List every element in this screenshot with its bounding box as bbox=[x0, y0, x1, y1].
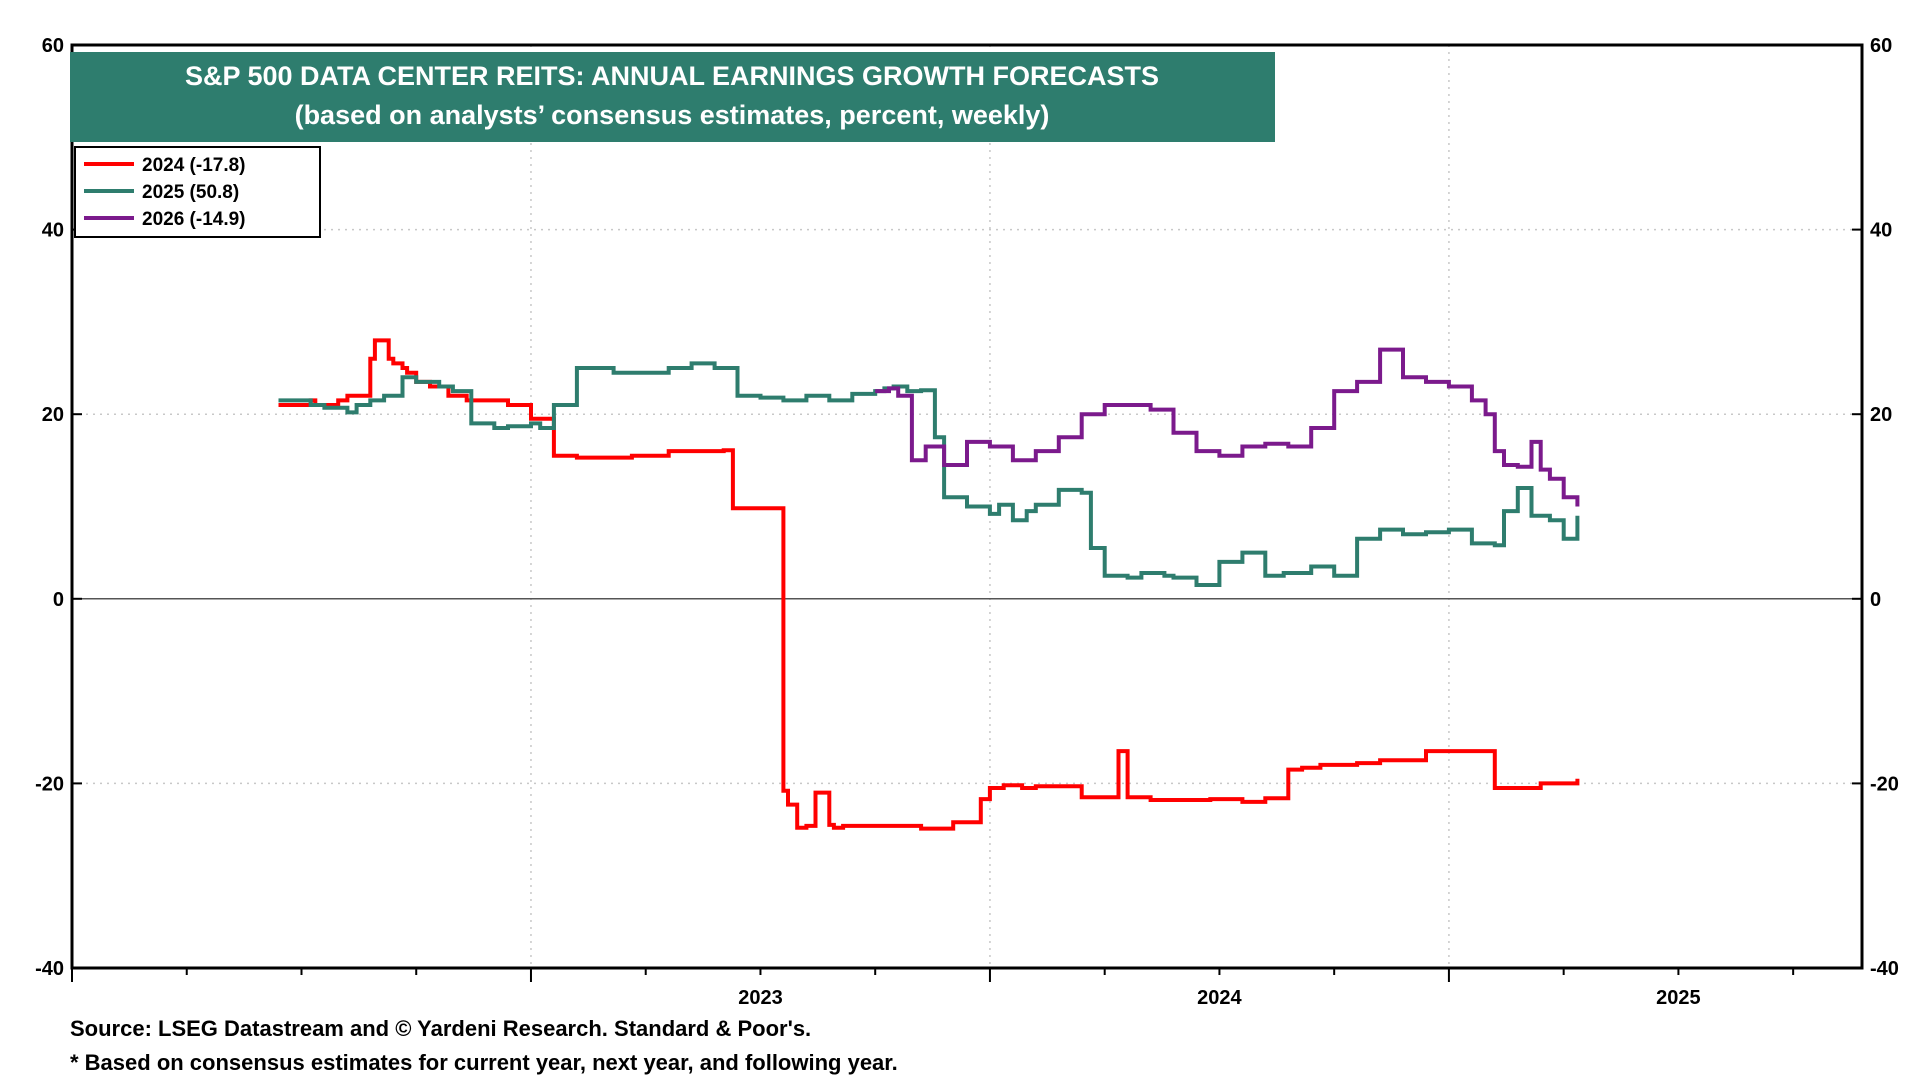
chart-title: S&P 500 DATA CENTER REITS: ANNUAL EARNIN… bbox=[185, 61, 1159, 91]
y-tick-label-right: 20 bbox=[1870, 404, 1892, 426]
chart-subtitle: (based on analysts’ consensus estimates,… bbox=[295, 100, 1050, 130]
series-lines bbox=[278, 338, 1580, 831]
source-footnote: Source: LSEG Datastream and © Yardeni Re… bbox=[70, 1016, 812, 1041]
y-tick-label-left: 40 bbox=[42, 220, 64, 242]
y-tick-label-left: 20 bbox=[42, 404, 64, 426]
series-line-2 bbox=[875, 347, 1580, 507]
y-tick-label-left: 60 bbox=[42, 35, 64, 57]
legend-label: 2025 (50.8) bbox=[142, 182, 239, 203]
series-line-0 bbox=[278, 338, 1580, 831]
y-tick-label-right: -20 bbox=[1870, 773, 1899, 795]
title-box: S&P 500 DATA CENTER REITS: ANNUAL EARNIN… bbox=[70, 52, 1275, 142]
legend-label: 2024 (-17.8) bbox=[142, 155, 246, 176]
x-tick-label: 2023 bbox=[738, 987, 783, 1009]
plot-frame bbox=[70, 43, 1864, 970]
y-tick-label-right: -40 bbox=[1870, 958, 1899, 980]
x-tick-label: 2024 bbox=[1197, 987, 1242, 1009]
y-tick-label-left: -20 bbox=[35, 773, 64, 795]
y-tick-label-left: 0 bbox=[53, 589, 64, 611]
basis-footnote: * Based on consensus estimates for curre… bbox=[70, 1050, 898, 1075]
y-axis-ticks: -40 -40 -20 -20 0 0 20 20 40 40 60 60 bbox=[35, 35, 1899, 980]
y-tick-label-left: -40 bbox=[35, 958, 64, 980]
y-tick-label-right: 40 bbox=[1870, 220, 1892, 242]
x-axis-ticks: 2023 2024 2025 bbox=[71, 968, 1795, 1009]
legend-label: 2026 (-14.9) bbox=[142, 209, 246, 230]
x-tick-label: 2025 bbox=[1656, 987, 1701, 1009]
series-line-1 bbox=[278, 361, 1580, 587]
legend: 2024 (-17.8) 2025 (50.8) 2026 (-14.9) bbox=[74, 146, 321, 238]
y-tick-label-right: 60 bbox=[1870, 35, 1892, 57]
y-tick-label-right: 0 bbox=[1870, 589, 1881, 611]
